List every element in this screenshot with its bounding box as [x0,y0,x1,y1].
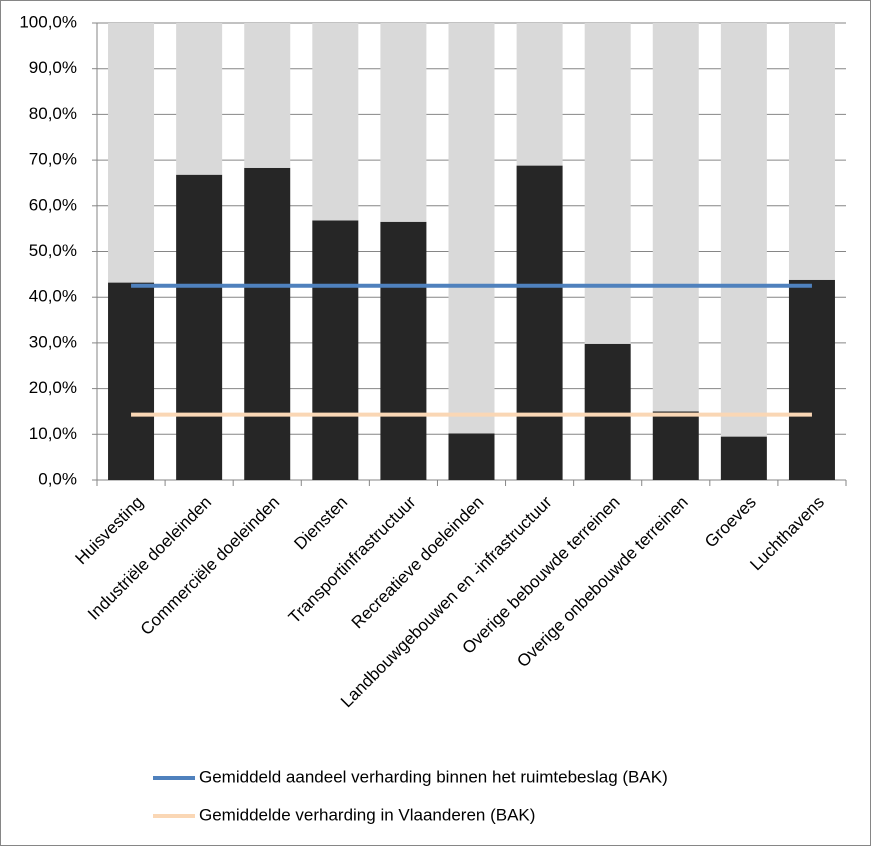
bar [720,23,767,437]
y-tick-label: 0,0% [38,469,77,488]
legend-label: Gemiddeld aandeel verharding binnen het … [199,767,668,786]
bar [312,220,359,480]
bar [380,221,427,481]
bar [312,23,359,221]
y-tick-label: 30,0% [29,332,77,351]
y-tick-label: 20,0% [29,378,77,397]
bar [584,23,631,344]
bar [244,167,291,480]
bar [448,433,495,480]
bar [584,343,631,480]
y-tick-label: 90,0% [29,58,77,77]
bar [244,23,291,168]
bar [108,23,155,283]
bar [176,174,223,480]
y-tick-label: 80,0% [29,104,77,123]
bar [788,23,835,280]
bar [788,279,835,480]
bar [652,411,699,480]
y-tick-label: 10,0% [29,424,77,443]
bar [108,282,155,480]
y-tick-label: 70,0% [29,150,77,169]
bar [448,23,495,434]
bar [516,23,563,166]
y-tick-label: 50,0% [29,241,77,260]
y-tick-label: 60,0% [29,195,77,214]
bar [380,23,427,222]
bar [516,165,563,481]
y-tick-label: 100,0% [19,12,77,31]
bar [720,436,767,480]
y-tick-label: 40,0% [29,287,77,306]
bar [652,23,699,412]
legend-label: Gemiddelde verharding in Vlaanderen (BAK… [199,805,535,824]
bar [176,23,223,175]
